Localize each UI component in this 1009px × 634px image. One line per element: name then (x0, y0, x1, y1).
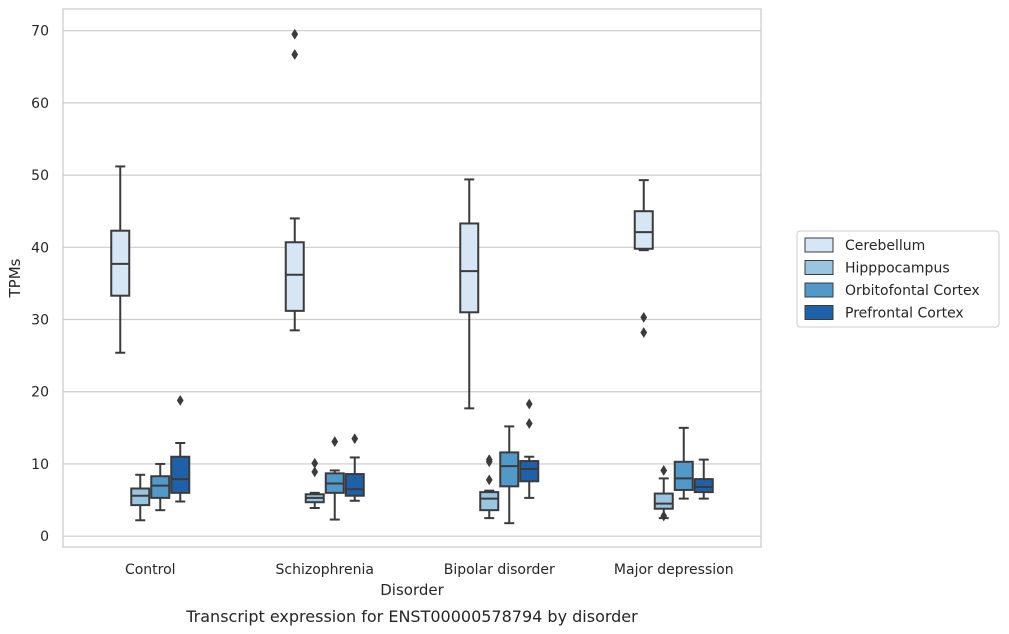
box-cerebellum (110, 165, 131, 354)
box-iqr (150, 475, 171, 499)
box-cerebellum (459, 178, 480, 410)
box-iqr (653, 492, 674, 510)
outlier-point (311, 457, 319, 469)
x-axis-label: Disorder (380, 581, 444, 599)
box-iqr (459, 222, 480, 314)
outlier-point (485, 474, 493, 486)
y-tick-label: 40 (31, 240, 49, 256)
outlier-point (660, 510, 668, 522)
y-tick-label: 50 (31, 168, 49, 184)
x-tick-label: Major depression (614, 562, 734, 578)
box-hipppocampus (304, 457, 325, 510)
legend-swatch (804, 305, 834, 320)
outlier-point (291, 49, 299, 60)
box-iqr (284, 241, 305, 312)
legend-label: Orbitofontal Cortex (845, 283, 980, 299)
outlier-point (640, 311, 648, 323)
y-tick-label: 60 (31, 96, 49, 112)
box-cerebellum (633, 179, 654, 338)
outlier-point (525, 418, 533, 429)
box-orbitofontal-cortex (673, 426, 694, 500)
legend-label: Cerebellum (845, 238, 925, 254)
outlier-point (291, 28, 299, 40)
y-tick-label: 70 (31, 24, 49, 40)
box-cerebellum (284, 28, 305, 332)
y-tick-label: 20 (31, 385, 49, 401)
box-prefrontal-cortex (693, 458, 714, 500)
legend: Cerebellum Hipppocampus Orbitofontal Corte… (796, 230, 1000, 328)
box-orbitofontal-cortex (499, 425, 520, 525)
outlier-point (351, 433, 359, 445)
box-orbitofontal-cortex (324, 436, 345, 521)
outlier-point (525, 398, 533, 410)
chart-caption: Transcript expression for ENST0000057879… (185, 607, 638, 626)
legend-label: Prefrontal Cortex (845, 306, 964, 322)
x-tick-label: Control (125, 562, 176, 578)
box-prefrontal-cortex (344, 433, 365, 502)
legend-swatch (804, 282, 834, 298)
box-prefrontal-cortex (170, 395, 191, 503)
outlier-point (176, 395, 184, 406)
outlier-point (485, 454, 493, 466)
box-iqr (344, 473, 365, 497)
legend-swatch (804, 260, 834, 275)
y-axis-label: TPMs (6, 258, 24, 298)
y-tick-label: 30 (31, 313, 49, 329)
x-tick-label: Bipolar disorder (444, 562, 555, 578)
box-iqr (633, 210, 654, 250)
legend-frame (796, 230, 1000, 328)
outlier-point (660, 465, 668, 476)
x-tick-label: Schizophrenia (276, 562, 374, 578)
outlier-point (640, 327, 648, 338)
box-prefrontal-cortex (519, 398, 540, 499)
boxes (110, 28, 714, 525)
outlier-point (311, 466, 319, 478)
legend-swatch (804, 237, 834, 253)
y-tick-label: 10 (31, 457, 49, 473)
box-hipppocampus (653, 465, 674, 522)
y-tick-label: 0 (40, 529, 49, 545)
box-iqr (479, 491, 500, 512)
box-iqr (499, 451, 520, 488)
plot-frame (62, 8, 762, 548)
outlier-point (331, 436, 339, 447)
box-hipppocampus (479, 454, 500, 520)
box-iqr (170, 455, 191, 494)
box-iqr (130, 487, 151, 507)
y-axis-ticks: 0 10 20 30 40 50 60 70 (31, 24, 49, 546)
box-iqr (693, 478, 714, 494)
box-orbitofontal-cortex (150, 462, 171, 512)
box-hipppocampus (130, 473, 151, 522)
grid-lines (63, 30, 761, 537)
legend-label: Hipppocampus (845, 261, 950, 277)
x-axis-ticks: Control Schizophrenia Bipolar disorder Majo… (125, 562, 734, 578)
box-iqr (519, 460, 540, 483)
box-iqr (673, 460, 694, 491)
